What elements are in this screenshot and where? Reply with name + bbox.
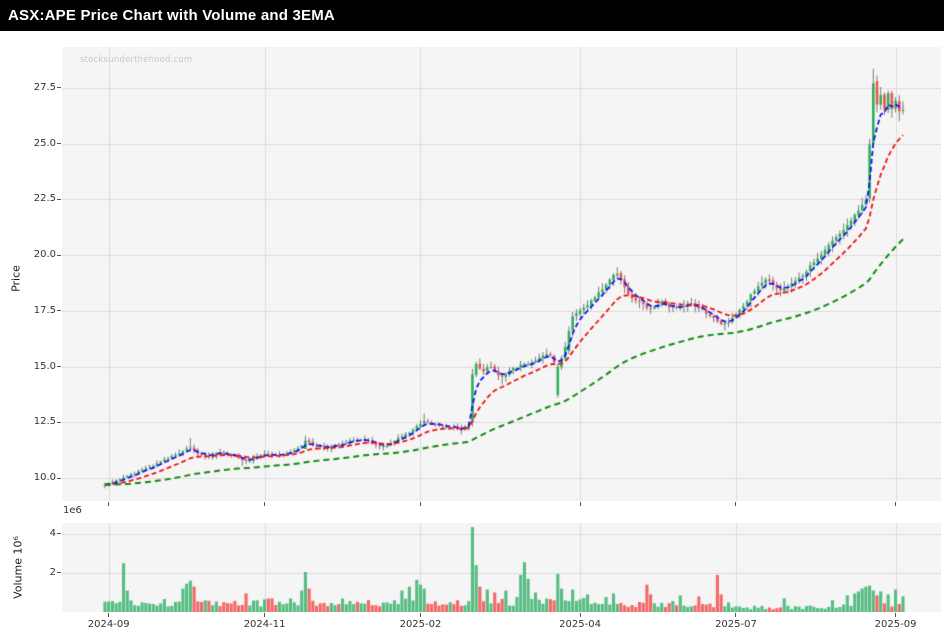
price-y-tick-label: 17.5 [33,304,56,316]
x-tick-mark-price [108,502,110,506]
x-tick-label: 2025-02 [399,619,442,630]
x-tick-label: 2025-04 [559,619,601,630]
price-y-tick-label: 12.5 [33,416,56,428]
price-y-tick-mark [57,254,61,256]
x-tick-label: 2025-09 [874,619,917,630]
volume-axes [62,523,941,612]
x-tick-mark-price [735,502,737,506]
price-y-tick-label: 15.0 [33,360,56,372]
price-y-tick-label: 10.0 [33,472,56,484]
volume-y-tick-label: 4 [49,527,56,539]
x-tick-label: 2024-11 [243,619,286,630]
x-tick-mark-price [895,502,897,506]
volume-chart-canvas [62,523,941,612]
price-y-tick-mark [57,421,61,423]
watermark: stocksunderthehood.com [80,55,193,65]
volume-y-tick-mark [57,572,61,574]
x-tick-mark [108,613,110,617]
x-tick-mark [264,613,266,617]
volume-offset-text: 1e6 [63,505,82,516]
x-tick-mark-price [264,502,266,506]
figure-area: stocksunderthehood.com Price Volume 10⁶ … [0,31,944,642]
price-y-tick-label: 22.5 [33,193,56,205]
volume-y-tick-mark [57,533,61,535]
x-tick-mark-price [419,502,421,506]
price-y-tick-mark [57,198,61,200]
price-axes: stocksunderthehood.com [62,47,941,501]
x-tick-label: 2025-07 [715,619,757,630]
chart-title: ASX:APE Price Chart with Volume and 3EMA [8,7,335,24]
price-y-tick-mark [57,87,61,89]
price-axis-label: Price [9,265,23,292]
price-chart-canvas [62,47,941,501]
price-y-tick-mark [57,310,61,312]
x-tick-mark [895,613,897,617]
window-titlebar: ASX:APE Price Chart with Volume and 3EMA [0,0,944,31]
x-tick-mark-price [579,502,581,506]
price-y-tick-label: 25.0 [33,137,56,149]
price-y-tick-label: 20.0 [33,249,56,261]
price-y-tick-label: 27.5 [33,81,56,93]
price-y-tick-mark [57,477,61,479]
volume-y-tick-label: 2 [49,566,56,578]
x-tick-mark [419,613,421,617]
price-y-tick-mark [57,366,61,368]
x-tick-label: 2024-09 [87,619,130,630]
x-tick-mark [579,613,581,617]
x-tick-mark [735,613,737,617]
price-y-tick-mark [57,143,61,145]
